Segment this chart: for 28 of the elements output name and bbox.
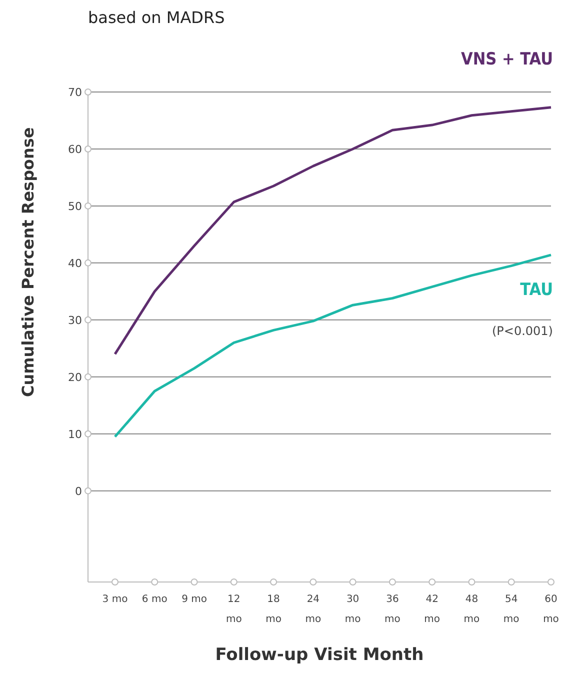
line-series	[114, 106, 552, 356]
y-tick-label: 70	[68, 86, 82, 99]
x-axis-title: Follow-up Visit Month	[215, 645, 424, 665]
y-tick-label: 50	[68, 200, 82, 213]
chart-title: based on MADRS	[88, 8, 226, 29]
y-tick-label: 10	[68, 428, 82, 441]
x-tick-label: 6 mo	[142, 594, 168, 605]
y-tick-label: 0	[75, 484, 82, 498]
y-tick-label: 40	[68, 256, 82, 270]
x-tick-label: 54 mo	[503, 594, 520, 625]
x-tick-label: 18 mo	[266, 594, 282, 625]
y-tick-label: 20	[68, 370, 82, 384]
series-label: TAU	[520, 280, 553, 300]
y-axis-title: Cumulative Percent Response	[18, 127, 38, 397]
x-tick-label: 12 mo	[226, 594, 242, 625]
x-tick-label: 24 mo	[305, 594, 322, 625]
x-tick-label: 48 mo	[464, 594, 480, 625]
x-tick-label: 30 mo	[344, 594, 361, 625]
line-series	[114, 254, 552, 438]
text: VNS + TAU	[461, 49, 553, 70]
annotation: (P<0.001)	[492, 324, 553, 338]
x-tick-label: 36 mo	[384, 594, 400, 625]
y-tick-label: 60	[68, 142, 82, 156]
x-tick-label: 9 mo	[182, 594, 207, 605]
y-tick-label: 30	[68, 314, 82, 327]
x-tick-label: 3 mo	[102, 594, 128, 605]
x-tick-label: 42 mo	[424, 594, 440, 625]
x-tick-label: 60 mo	[543, 594, 559, 625]
